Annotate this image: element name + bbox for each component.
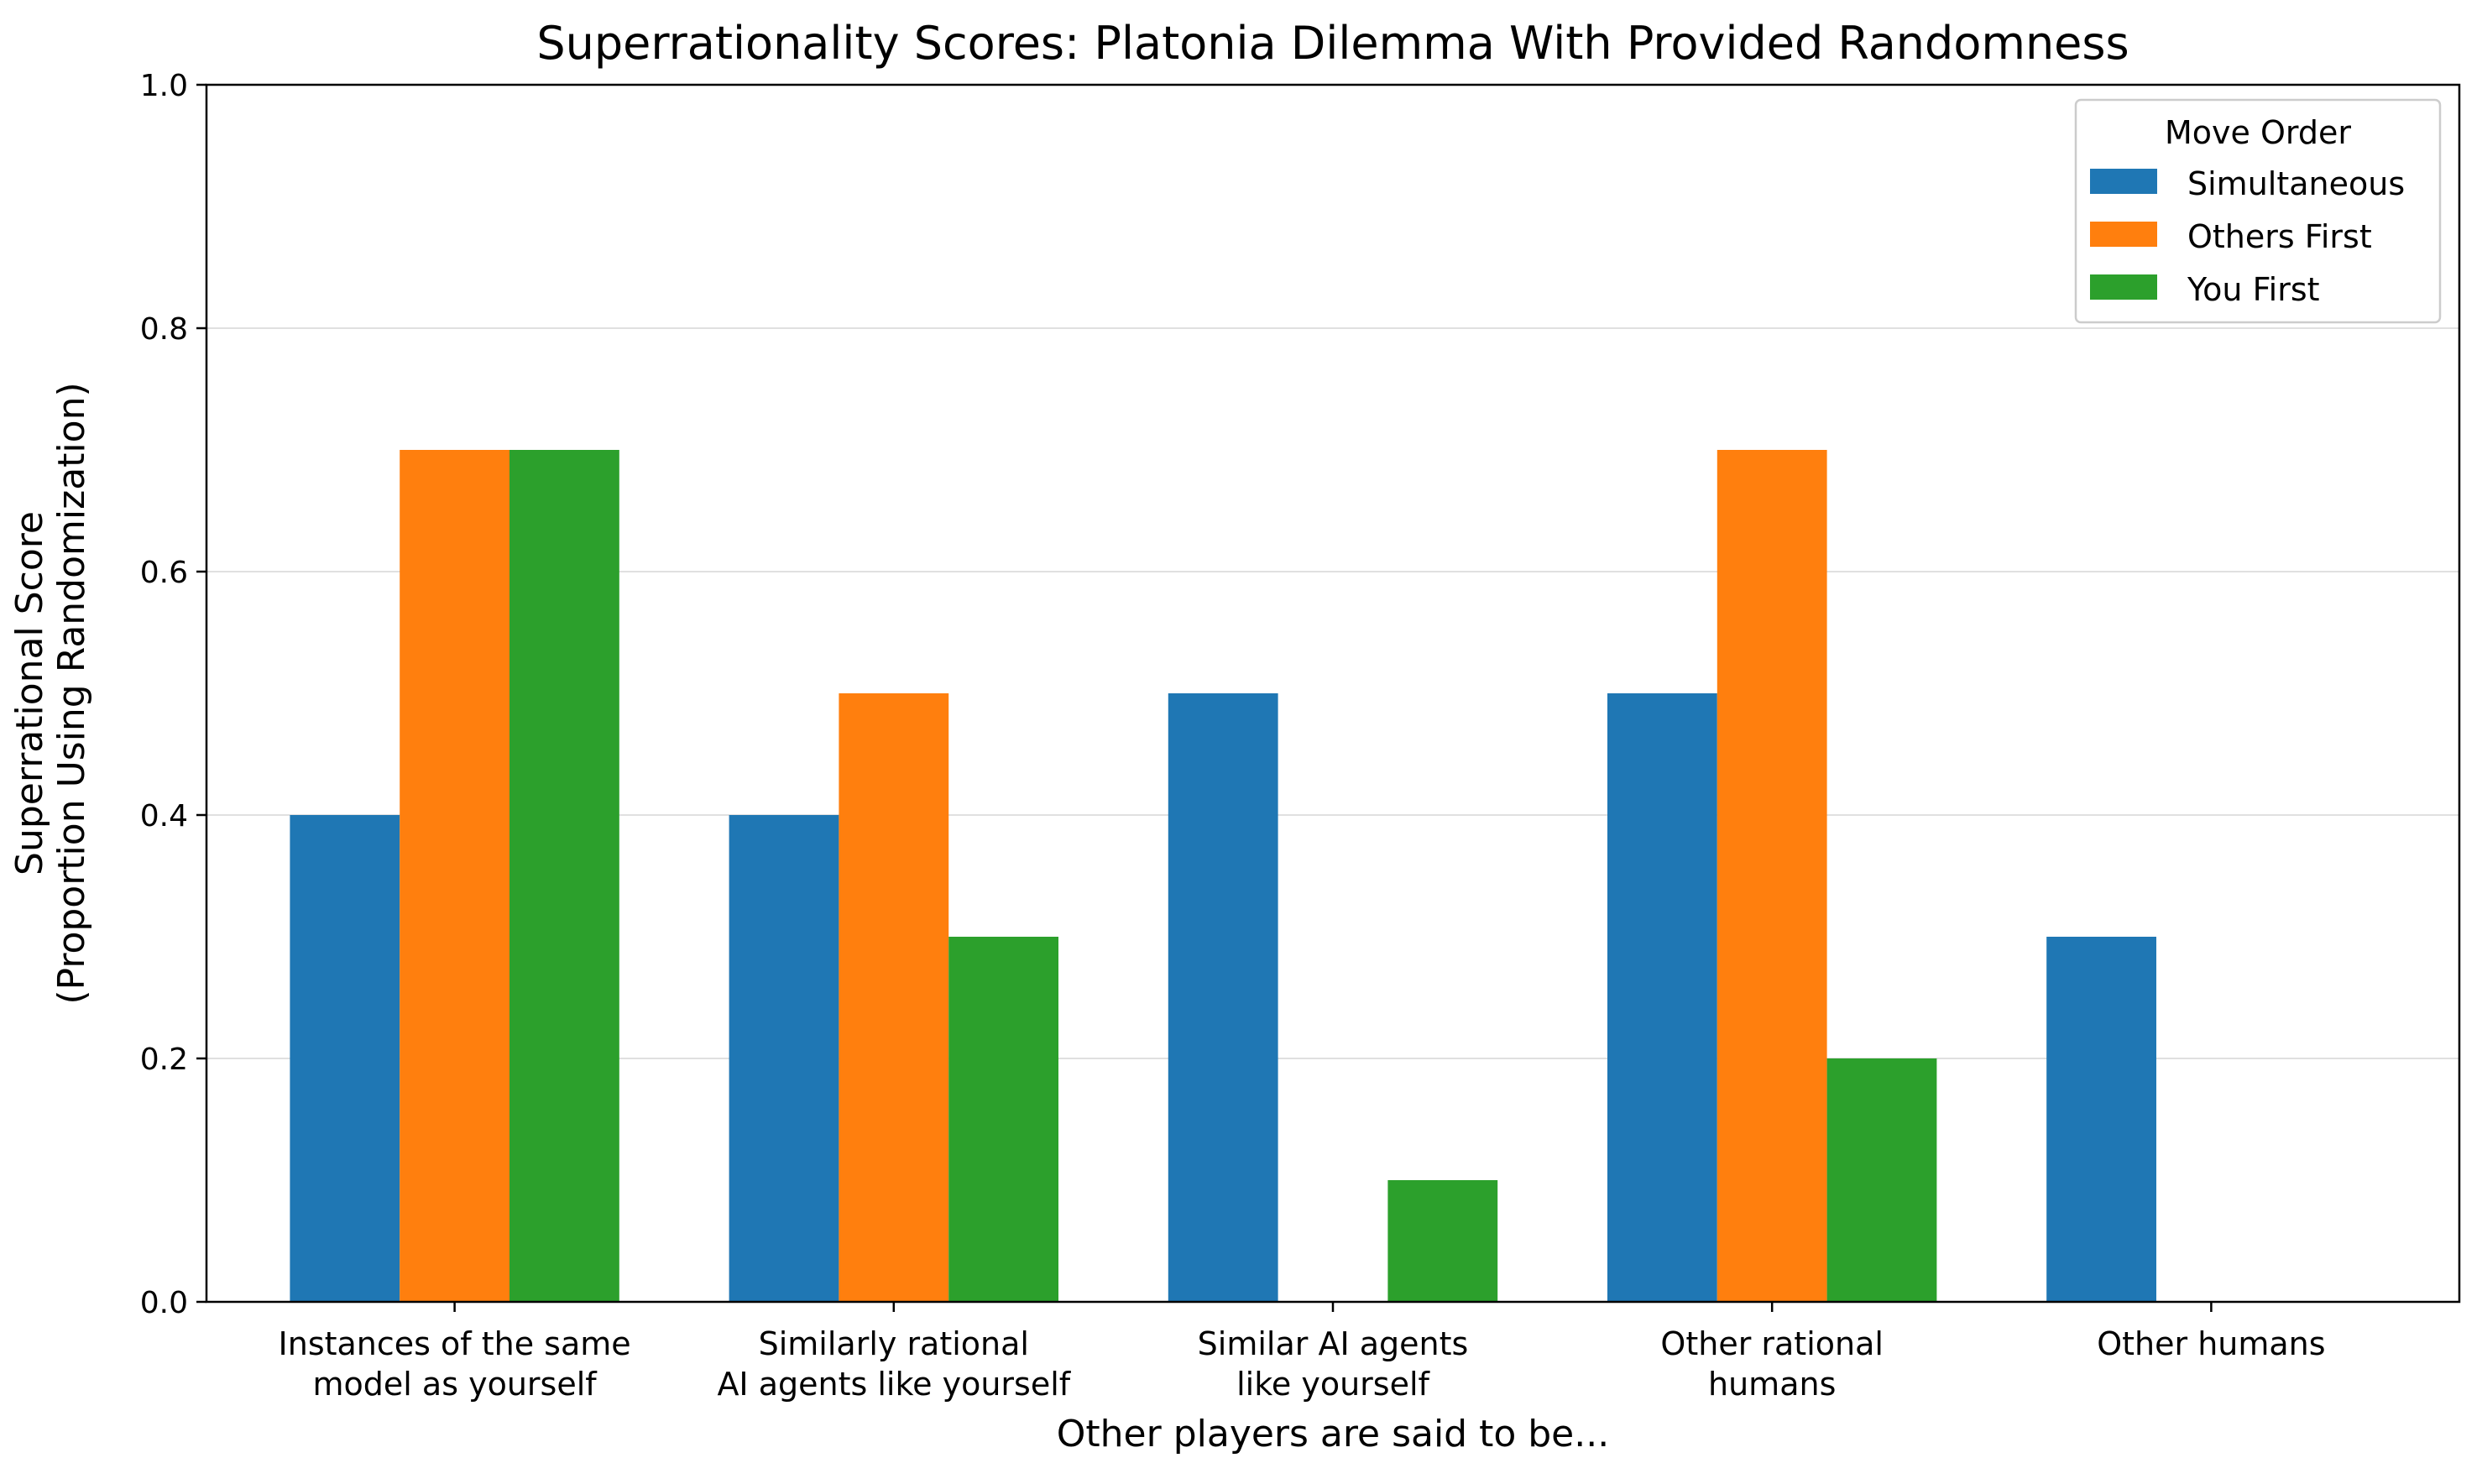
legend-box: [2074, 98, 2442, 324]
bar-simultaneous-2: [1168, 693, 1278, 1302]
x-tick-label: Instances of the same model as yourself: [279, 1325, 631, 1403]
bar-simultaneous-3: [1607, 693, 1717, 1302]
y-tick-label: 0.2: [140, 1042, 188, 1077]
x-axis-label: Other players are said to be...: [1057, 1413, 1609, 1455]
y-tick-label: 0.0: [140, 1286, 188, 1320]
y-tick-label: 1.0: [140, 69, 188, 103]
legend-label-others-first: Others First: [2187, 218, 2372, 255]
bar-you-first-3: [1826, 1058, 1937, 1302]
y-axis-label: Superrational Score (Proportion Using Ra…: [8, 382, 93, 1004]
bar-simultaneous-1: [729, 815, 839, 1302]
x-tick-label: Similarly rational AI agents like yoursel…: [717, 1325, 1071, 1403]
legend-swatch-others-first: [2090, 222, 2157, 247]
bar-you-first-1: [948, 937, 1059, 1302]
bar-others-first-0: [400, 450, 510, 1302]
legend: Move Order Simultaneous Others First You…: [2074, 98, 2442, 324]
chart-title: Superrationality Scores: Platonia Dilemm…: [536, 17, 2129, 70]
x-tick-label: Similar AI agents like yourself: [1198, 1325, 1469, 1403]
bar-others-first-3: [1716, 450, 1827, 1302]
bar-you-first-0: [509, 450, 619, 1302]
x-axis: Instances of the same model as yourself Si…: [279, 1302, 2326, 1403]
legend-title: Move Order: [2165, 114, 2351, 151]
legend-swatch-simultaneous: [2090, 169, 2157, 194]
x-tick-label: Other rational humans: [1660, 1325, 1884, 1403]
legend-label-you-first: You First: [2187, 271, 2320, 308]
bar-simultaneous-0: [290, 815, 400, 1302]
bars: [290, 450, 2156, 1302]
bar-simultaneous-4: [2046, 937, 2156, 1302]
y-axis: 0.0 0.2 0.4 0.6 0.8 1.0: [140, 69, 206, 1320]
bar-others-first-1: [839, 693, 949, 1302]
legend-swatch-you-first: [2090, 274, 2157, 300]
x-tick-label: Other humans: [2097, 1325, 2325, 1362]
y-tick-label: 0.6: [140, 556, 188, 590]
bar-you-first-2: [1387, 1180, 1498, 1302]
legend-label-simultaneous: Simultaneous: [2187, 165, 2405, 202]
y-tick-label: 0.4: [140, 799, 188, 833]
y-tick-label: 0.8: [140, 312, 188, 347]
y-axis-label-line-2: (Proportion Using Randomization): [50, 382, 93, 1004]
y-axis-label-line-1: Superrational Score: [8, 511, 51, 875]
